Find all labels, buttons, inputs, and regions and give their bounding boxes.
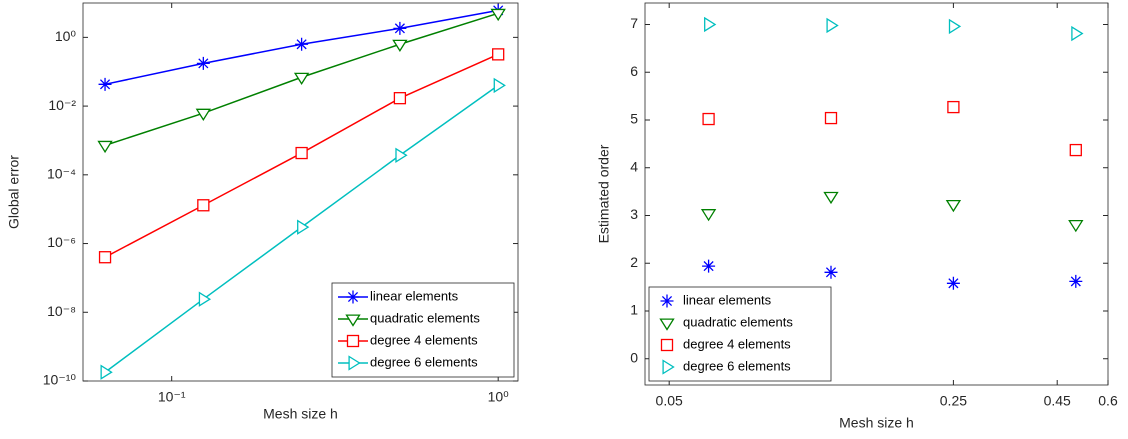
y-tick-label: 7 <box>630 15 638 31</box>
marker <box>490 8 506 22</box>
marker <box>700 209 717 222</box>
marker <box>945 199 962 213</box>
marker <box>346 334 360 348</box>
marker <box>297 219 310 235</box>
legend-label: quadratic elements <box>683 314 793 329</box>
marker <box>947 100 960 114</box>
legend-label: linear elements <box>683 292 772 307</box>
legend-label: degree 4 elements <box>370 332 478 347</box>
marker <box>393 92 407 105</box>
chart: 10⁻¹ 10⁰ 10⁻¹⁰ 10⁻⁸ 10⁻⁶ 10⁻⁴ 10⁻² 10⁰ Mesh size… <box>6 2 519 422</box>
marker <box>1069 143 1082 157</box>
marker <box>346 290 360 304</box>
legend-box <box>331 282 515 378</box>
marker <box>196 56 210 70</box>
marker <box>100 364 113 380</box>
marker <box>348 355 361 371</box>
y-tick-label: 10⁻² <box>48 97 76 113</box>
y-tick-label: 3 <box>630 206 638 222</box>
marker <box>1069 274 1083 288</box>
marker <box>198 291 212 307</box>
marker <box>662 359 675 375</box>
marker <box>1068 220 1084 233</box>
axes-box <box>82 2 519 382</box>
marker <box>98 251 112 264</box>
marker <box>295 37 309 51</box>
marker <box>395 147 408 163</box>
marker <box>97 140 113 154</box>
marker <box>98 77 112 91</box>
marker <box>393 21 407 35</box>
x-tick-label: 0.05 <box>656 393 683 409</box>
marker <box>1071 25 1084 42</box>
marker <box>195 108 212 121</box>
y-tick-label: 1 <box>630 302 638 318</box>
marker <box>946 276 960 290</box>
legend: linear elements quadratic elements degree … <box>331 282 515 378</box>
legend-label: degree 6 elements <box>370 354 478 369</box>
marker <box>704 16 717 33</box>
x-axis-label: Mesh size h <box>263 406 338 422</box>
legend-label: quadratic elements <box>370 310 480 325</box>
marker <box>823 191 839 205</box>
legend: linear elements quadratic elements degree … <box>648 286 832 382</box>
y-axis-label: Estimated order <box>596 144 612 243</box>
marker <box>824 111 838 125</box>
legend-box <box>648 286 832 382</box>
marker <box>948 18 962 35</box>
y-tick-label: 10⁻⁶ <box>47 234 76 250</box>
legend-label: degree 6 elements <box>683 358 791 373</box>
marker <box>824 265 838 279</box>
y-tick-label: 10⁻¹⁰ <box>43 372 77 388</box>
y-axis-label: Global error <box>6 155 22 229</box>
y-tick-label: 0 <box>630 349 638 365</box>
marker <box>392 39 408 52</box>
x-tick-label: 10⁻¹ <box>158 389 186 405</box>
x-tick-label: 0.6 <box>1098 393 1118 409</box>
y-tick-label: 10⁻⁸ <box>47 303 76 319</box>
y-tick-label: 6 <box>630 63 638 79</box>
marker <box>492 48 505 61</box>
marker <box>660 294 674 308</box>
y-tick-label: 2 <box>630 254 638 270</box>
x-tick-label: 0.25 <box>940 393 967 409</box>
marker <box>702 112 715 126</box>
marker <box>659 318 675 331</box>
y-tick-label: 10⁰ <box>55 28 77 44</box>
y-tick-label: 10⁻⁴ <box>47 166 76 182</box>
x-axis-label: Mesh size h <box>839 415 914 431</box>
axes-box <box>644 2 1109 386</box>
marker <box>493 77 506 94</box>
marker <box>345 314 361 327</box>
marker <box>826 17 839 34</box>
marker <box>702 259 716 273</box>
x-tick-label: 10⁰ <box>488 389 510 405</box>
y-tick-label: 4 <box>630 158 638 174</box>
y-tick-label: 5 <box>630 111 638 127</box>
chart: 0.05 0.25 0.45 0.6 0 1 2 3 4 5 6 7 Mesh size h Estima… <box>596 2 1118 431</box>
x-tick-label: 0.45 <box>1044 393 1071 409</box>
marker <box>293 72 310 85</box>
legend-label: degree 4 elements <box>683 336 791 351</box>
marker <box>660 338 674 352</box>
legend-label: linear elements <box>370 288 459 303</box>
marker <box>295 146 308 160</box>
marker <box>197 199 210 212</box>
